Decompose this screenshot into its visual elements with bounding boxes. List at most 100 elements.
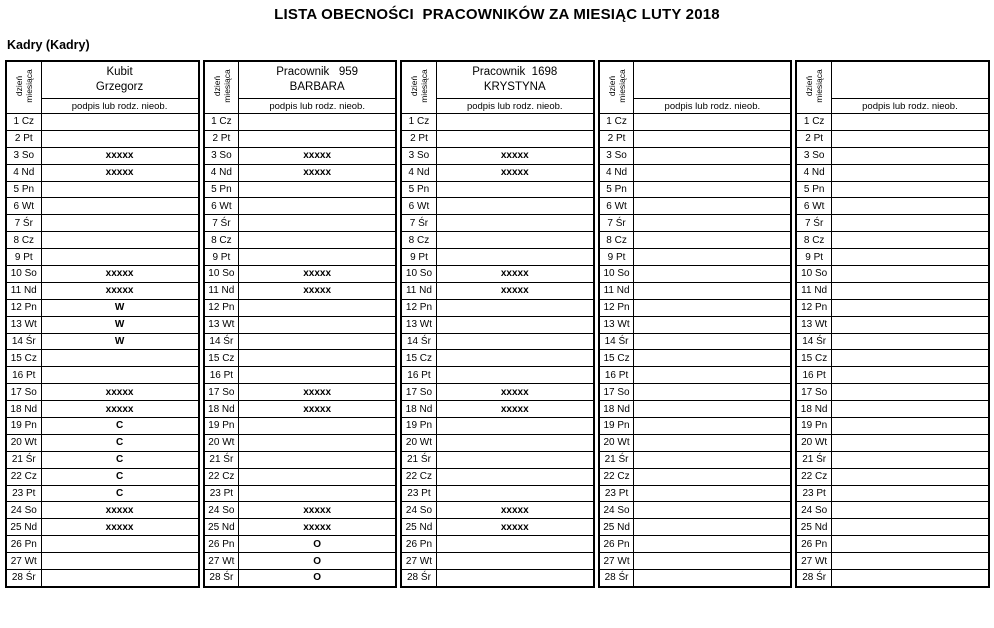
day-label: 14 Śr — [5, 332, 42, 351]
day-row: 20 Wt — [400, 433, 595, 452]
attendance-blocks: dzień miesiąca Kubit Grzegorz podpis lub rod… — [5, 60, 990, 588]
day-label: 2 Pt — [598, 129, 635, 148]
day-label: 15 Cz — [400, 349, 437, 368]
signature-column-header: podpis lub rodz. nieob. — [40, 98, 200, 114]
day-label: 26 Pn — [795, 535, 832, 554]
day-label: 3 So — [400, 146, 437, 165]
signature-header-row: podpis lub rodz. nieob. — [599, 98, 792, 114]
day-row: 21 Śr — [795, 450, 990, 469]
attendance-value-cell — [238, 248, 397, 267]
day-label: 12 Pn — [5, 298, 42, 317]
attendance-value-cell — [830, 450, 990, 469]
day-label: 28 Śr — [5, 569, 42, 588]
day-row: 21 Śr — [203, 450, 397, 469]
attendance-value-cell — [830, 417, 990, 435]
day-row: 13 Wt W — [5, 315, 200, 334]
day-label: 3 So — [203, 146, 240, 165]
day-row: 28 Śr — [400, 569, 595, 588]
employee-name-cell — [633, 60, 792, 99]
attendance-value-cell — [830, 248, 990, 267]
day-row: 25 Nd xxxxx — [203, 518, 397, 537]
day-label: 19 Pn — [5, 417, 42, 435]
attendance-value-cell: xxxxx — [238, 281, 397, 300]
day-row: 28 Śr — [598, 569, 792, 588]
day-row: 16 Pt — [5, 366, 200, 385]
day-label: 25 Nd — [598, 518, 635, 537]
day-label: 14 Śr — [598, 332, 635, 351]
day-label: 3 So — [598, 146, 635, 165]
attendance-value-cell: C — [40, 433, 200, 452]
day-label: 10 So — [795, 265, 832, 283]
attendance-value-cell: xxxxx — [238, 518, 397, 537]
day-row: 7 Śr — [203, 214, 397, 233]
attendance-value-cell — [830, 400, 990, 419]
day-label: 27 Wt — [400, 552, 437, 571]
day-row: 1 Cz — [400, 113, 595, 131]
day-label: 11 Nd — [598, 281, 635, 300]
day-label: 11 Nd — [795, 281, 832, 300]
attendance-value-cell — [238, 197, 397, 216]
day-row: 4 Nd — [598, 163, 792, 182]
day-of-month-column-header: dzień miesiąca — [400, 60, 437, 114]
attendance-value-cell: xxxxx — [40, 383, 200, 402]
day-row: 7 Śr — [795, 214, 990, 233]
attendance-value-cell: xxxxx — [435, 265, 595, 283]
attendance-value-cell: xxxxx — [238, 501, 397, 520]
rotated-day-header-text: dzień miesiąca — [607, 69, 627, 103]
day-row: 14 Śr W — [5, 332, 200, 351]
day-row: 3 So — [795, 146, 990, 165]
day-label: 7 Śr — [795, 214, 832, 233]
day-label: 21 Śr — [203, 450, 240, 469]
day-row: 20 Wt C — [5, 433, 200, 452]
day-label: 2 Pt — [400, 129, 437, 148]
day-row: 23 Pt — [203, 484, 397, 503]
day-label: 13 Wt — [5, 315, 42, 334]
day-label: 4 Nd — [5, 163, 42, 182]
rotated-day-header-text: dzień miesiąca — [14, 69, 34, 103]
day-row: 16 Pt — [598, 366, 792, 385]
day-row: 11 Nd xxxxx — [400, 281, 595, 300]
attendance-value-cell — [830, 298, 990, 317]
attendance-value-cell — [830, 484, 990, 503]
attendance-value-cell — [435, 214, 595, 233]
day-label: 9 Pt — [5, 248, 42, 267]
day-row: 10 So — [598, 265, 792, 283]
day-row: 2 Pt — [400, 129, 595, 148]
day-label: 22 Cz — [598, 467, 635, 486]
day-header-line1: dzień — [211, 75, 222, 97]
day-of-month-column-header: dzień miesiąca — [795, 60, 832, 114]
signature-header-row: podpis lub rodz. nieob. — [204, 98, 397, 114]
day-row: 23 Pt C — [5, 484, 200, 503]
day-label: 1 Cz — [400, 113, 437, 131]
day-label: 18 Nd — [5, 400, 42, 419]
day-row: 1 Cz — [795, 113, 990, 131]
day-row: 14 Śr — [203, 332, 397, 351]
header-row: dzień miesiąca — [598, 60, 792, 114]
attendance-value-cell: xxxxx — [238, 383, 397, 402]
day-label: 6 Wt — [795, 197, 832, 216]
page-title: LISTA OBECNOŚCI PRACOWNIKÓW ZA MIESIĄC L… — [274, 6, 720, 23]
attendance-value-cell — [435, 231, 595, 250]
attendance-value-cell — [40, 231, 200, 250]
day-row: 17 So xxxxx — [400, 383, 595, 402]
day-row: 20 Wt — [598, 433, 792, 452]
day-label: 27 Wt — [598, 552, 635, 571]
attendance-value-cell — [830, 214, 990, 233]
attendance-value-cell — [40, 552, 200, 571]
employee-attendance-table: dzień miesiąca Pracownik 959 BARBARA podpis … — [202, 60, 398, 588]
rotated-day-header-text: dzień miesiąca — [409, 69, 429, 103]
attendance-value-cell — [633, 180, 792, 199]
attendance-value-cell — [633, 146, 792, 165]
day-label: 11 Nd — [203, 281, 240, 300]
day-label: 18 Nd — [203, 400, 240, 419]
department-label: Kadry (Kadry) — [7, 38, 90, 52]
day-label: 20 Wt — [5, 433, 42, 452]
day-row: 2 Pt — [795, 129, 990, 148]
day-label: 25 Nd — [795, 518, 832, 537]
day-label: 18 Nd — [795, 400, 832, 419]
day-row: 10 So — [795, 265, 990, 283]
attendance-value-cell: O — [238, 552, 397, 571]
day-label: 15 Cz — [795, 349, 832, 368]
day-row: 15 Cz — [5, 349, 200, 368]
attendance-value-cell — [40, 349, 200, 368]
